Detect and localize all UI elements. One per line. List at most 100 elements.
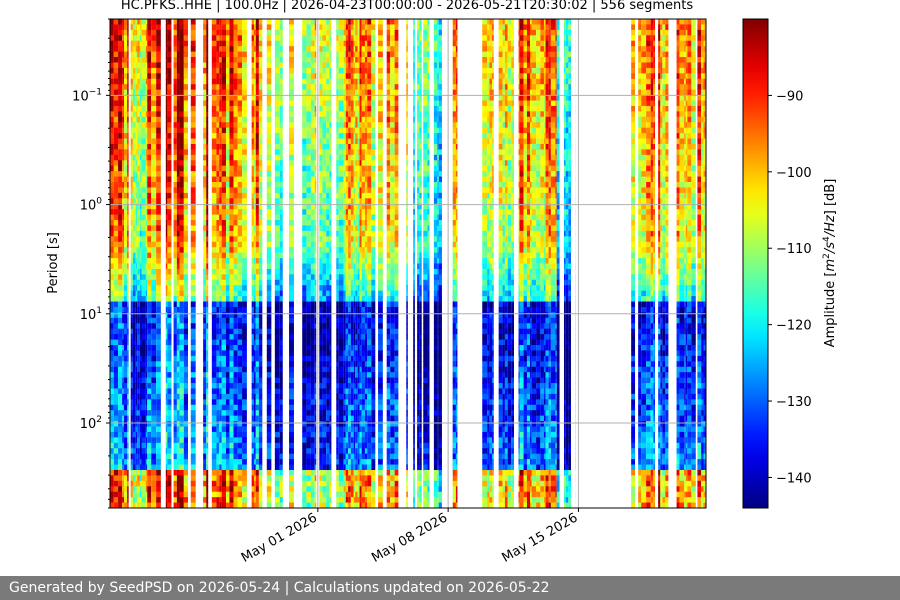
psd-cell — [219, 122, 222, 129]
psd-cell — [326, 247, 330, 254]
psd-cell — [203, 149, 207, 156]
psd-cell — [221, 399, 226, 406]
psd-cell — [130, 437, 133, 444]
psd-cell — [221, 317, 226, 324]
psd-cell — [110, 502, 114, 508]
psd-cell — [132, 19, 136, 26]
psd-cell — [345, 29, 349, 36]
psd-cell — [253, 377, 256, 384]
psd-cell — [203, 361, 207, 368]
psd-cell — [221, 469, 226, 476]
psd-cell — [183, 19, 188, 26]
psd-cell — [251, 220, 254, 227]
psd-cell — [183, 133, 188, 140]
psd-cell — [167, 84, 172, 91]
psd-cell — [179, 29, 184, 36]
psd-cell — [165, 502, 168, 508]
psd-cell — [167, 350, 172, 357]
psd-cell — [124, 469, 128, 476]
psd-cell — [183, 464, 188, 471]
psd-cell — [225, 377, 230, 384]
psd-cell — [279, 46, 283, 53]
psd-cell — [322, 225, 327, 232]
psd-cell — [151, 383, 157, 390]
psd-cell — [310, 78, 315, 85]
psd-cell — [221, 345, 226, 352]
psd-cell — [203, 279, 207, 286]
psd-cell — [130, 274, 133, 281]
psd-cell — [137, 415, 140, 422]
psd-cell — [173, 350, 177, 357]
psd-cell — [137, 230, 140, 237]
psd-cell — [145, 187, 148, 194]
psd-cell — [253, 84, 256, 91]
psd-cell — [233, 29, 238, 36]
psd-cell — [165, 459, 168, 466]
psd-cell — [253, 241, 256, 248]
psd-cell — [139, 225, 142, 232]
psd-cell — [258, 138, 263, 145]
psd-cell — [135, 437, 138, 444]
psd-cell — [237, 334, 243, 341]
psd-cell — [132, 317, 136, 324]
psd-cell — [329, 35, 332, 42]
psd-cell — [345, 143, 349, 150]
psd-cell — [322, 111, 327, 118]
psd-cell — [345, 182, 349, 189]
psd-cell — [216, 497, 220, 504]
psd-cell — [165, 143, 168, 150]
psd-cell — [279, 78, 283, 85]
psd-cell — [289, 459, 294, 466]
psd-cell — [225, 105, 230, 112]
psd-cell — [219, 258, 222, 265]
psd-cell — [266, 35, 272, 42]
psd-cell — [167, 317, 172, 324]
psd-cell — [147, 274, 152, 281]
psd-cell — [279, 84, 283, 91]
psd-cell — [229, 399, 234, 406]
psd-cell — [183, 480, 188, 487]
psd-cell — [343, 105, 346, 112]
psd-cell — [110, 431, 114, 438]
psd-cell — [345, 279, 349, 286]
psd-cell — [190, 355, 196, 362]
psd-cell — [151, 133, 157, 140]
psd-cell — [110, 361, 114, 368]
psd-cell — [135, 214, 138, 221]
psd-cell — [113, 263, 119, 270]
psd-cell — [167, 366, 172, 373]
psd-cell — [219, 165, 222, 172]
psd-cell — [176, 40, 180, 47]
psd-cell — [165, 182, 168, 189]
psd-cell — [302, 122, 307, 129]
psd-cell — [258, 46, 263, 53]
psd-cell — [211, 143, 217, 150]
psd-cell — [279, 35, 283, 42]
psd-cell — [237, 355, 243, 362]
psd-cell — [167, 133, 172, 140]
psd-cell — [139, 19, 142, 26]
psd-cell — [336, 339, 339, 346]
psd-cell — [173, 149, 177, 156]
psd-cell — [124, 138, 128, 145]
psd-cell — [156, 399, 161, 406]
psd-cell — [176, 247, 180, 254]
psd-cell — [221, 290, 226, 297]
psd-cell — [206, 377, 209, 384]
psd-cell — [279, 230, 283, 237]
psd-cell — [165, 160, 168, 167]
psd-cell — [233, 268, 238, 275]
psd-cell — [130, 236, 133, 243]
psd-cell — [139, 301, 142, 308]
psd-cell — [219, 160, 222, 167]
psd-cell — [132, 252, 136, 259]
psd-cell — [266, 67, 272, 74]
psd-cell — [139, 372, 142, 379]
psd-cell — [302, 105, 307, 112]
psd-cell — [233, 46, 238, 53]
psd-cell — [314, 290, 317, 297]
psd-cell — [151, 334, 157, 341]
psd-cell — [251, 24, 254, 31]
psd-cell — [173, 78, 177, 85]
psd-cell — [206, 475, 209, 482]
